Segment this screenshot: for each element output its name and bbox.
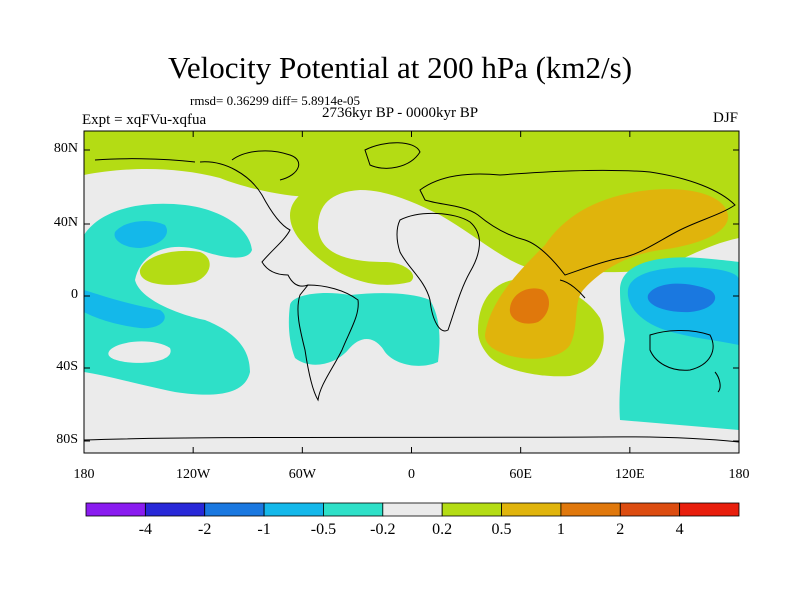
colorbar-label: 0.5 <box>491 521 512 538</box>
colorbar <box>85 502 740 517</box>
y-tick-label: 0 <box>71 287 78 302</box>
period-label: 2736kyr BP - 0000kyr BP <box>322 105 479 121</box>
contour-lightblue-pacific <box>114 220 168 248</box>
colorbar-label: -2 <box>198 521 212 538</box>
colorbar-swatch <box>85 502 146 517</box>
coastlines <box>84 142 739 443</box>
y-tick-label: 40S <box>56 359 78 374</box>
contour-blue-maritime <box>647 283 716 313</box>
stats-subtitle: rmsd= 0.36299 diff= 5.8914e-05 <box>190 93 361 108</box>
contour-neutral-hole <box>108 341 171 363</box>
x-tick-label: 180 <box>73 467 95 482</box>
contour-cyan-atlantic <box>288 293 440 366</box>
contour-lightblue-east <box>84 290 165 329</box>
colorbar-label: -1 <box>257 521 271 538</box>
contour-green-pacific <box>139 250 210 285</box>
x-tick-label: 120W <box>176 467 211 482</box>
x-tick-label: 60W <box>288 467 316 482</box>
contour-dark-orange <box>509 288 550 324</box>
season-label: DJF <box>712 110 738 126</box>
colorbar-label: -0.2 <box>370 521 396 538</box>
colorbar-swatch <box>501 502 562 517</box>
x-tick-label: 60E <box>509 467 532 482</box>
colorbar-swatch <box>323 502 384 517</box>
x-tick-label: 180 <box>728 467 750 482</box>
x-tick-label: 120E <box>615 467 645 482</box>
colorbar-swatch <box>144 502 206 517</box>
experiment-label: Expt = xqFVu-xqfua <box>82 112 207 128</box>
colorbar-label: 0.2 <box>432 521 453 538</box>
colorbar-swatch <box>679 502 740 517</box>
colorbar-swatch <box>560 502 621 517</box>
y-tick-label: 80N <box>53 141 78 156</box>
colorbar-swatch <box>204 502 265 517</box>
colorbar-label: 1 <box>556 521 565 538</box>
colorbar-label: 2 <box>616 521 625 538</box>
colorbar-label: 4 <box>675 521 684 538</box>
y-tick-label: 80S <box>56 432 78 447</box>
colorbar-label: -0.5 <box>310 521 337 538</box>
map-field <box>84 131 739 453</box>
page-title: Velocity Potential at 200 hPa (km2/s) <box>167 50 633 85</box>
contour-orange <box>485 189 729 359</box>
y-tick-label: 40N <box>53 215 78 230</box>
colorbar-swatch <box>619 502 681 517</box>
colorbar-swatch <box>263 502 324 517</box>
colorbar-label: -4 <box>138 521 153 538</box>
colorbar-swatch <box>441 502 502 517</box>
colorbar-swatch <box>382 502 443 517</box>
x-tick-label: 0 <box>408 467 415 482</box>
